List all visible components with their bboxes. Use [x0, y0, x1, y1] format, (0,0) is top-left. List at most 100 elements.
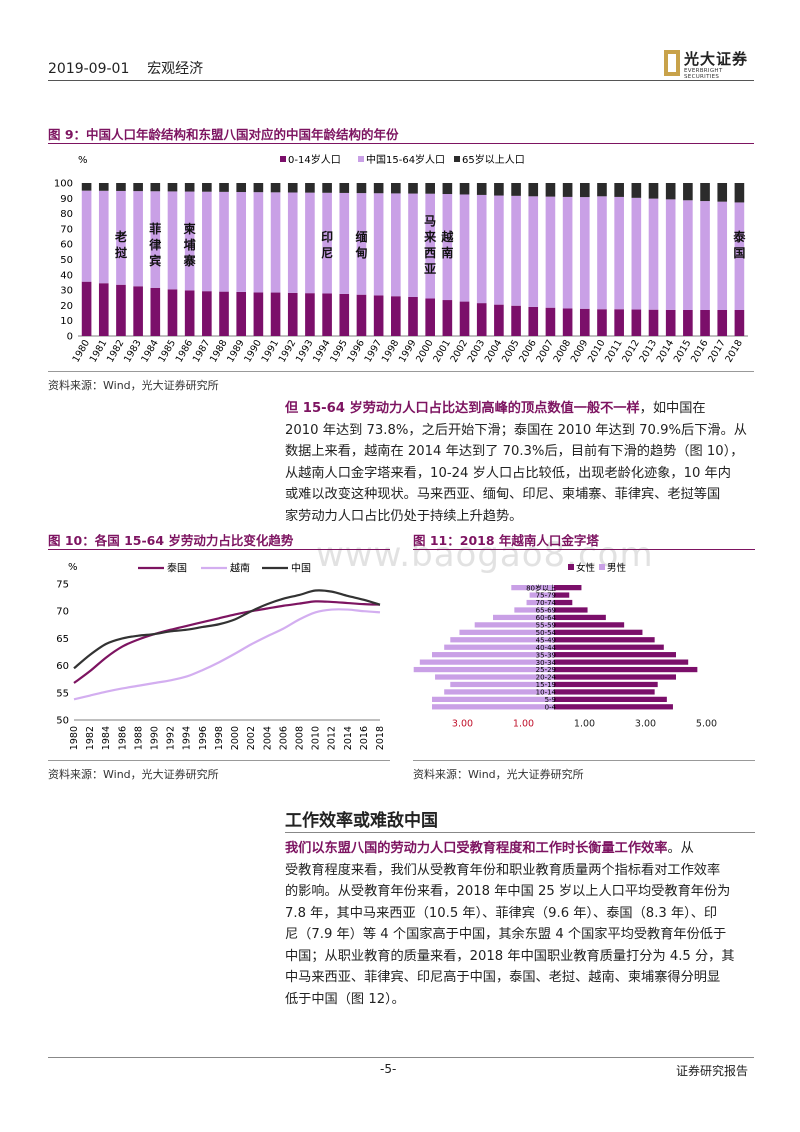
- fig10-x-tick: 1994: [182, 726, 193, 750]
- fig9-bar-segment: [545, 307, 556, 336]
- fig11-bar-female: [435, 674, 554, 680]
- fig9-bar-segment: [442, 194, 453, 301]
- fig9-y-tick: 40: [60, 270, 73, 281]
- fig9-y-tick: 60: [60, 240, 73, 251]
- fig9-bar-segment: [322, 192, 332, 294]
- fig9-bar-segment: [597, 183, 607, 197]
- fig9-legend-label: 中国15-64岁人口: [366, 153, 445, 166]
- fig10-y-unit: %: [68, 562, 78, 573]
- fig9-bar-segment: [219, 183, 229, 192]
- paragraph-lead: 但 15-64 岁劳动力人口占比达到高峰的顶点数值一般不一样: [285, 401, 640, 416]
- fig9-bar-segment: [631, 309, 642, 336]
- paragraph-lead: 我们以东盟八国的劳动力人口受教育程度和工作时长衡量工作效率: [285, 841, 668, 856]
- fig11-bar-male: [554, 622, 625, 628]
- fig10-x-tick: 2012: [327, 726, 338, 750]
- fig11-bar-female: [419, 659, 554, 665]
- fig9-country-label: 国: [733, 246, 745, 260]
- fig9-bar-segment: [683, 309, 693, 336]
- paragraph-line: 或难以改变这种现状。马来西亚、缅甸、印尼、柬埔寨、菲律宾、老挝等国: [285, 487, 721, 502]
- paragraph-line: ，如中国在: [639, 401, 706, 416]
- fig11-bar-female: [450, 681, 554, 688]
- fig9-bar-segment: [459, 183, 470, 195]
- report-date: 2019-09-01: [48, 61, 130, 77]
- fig9-bar-segment: [631, 197, 642, 310]
- fig9-country-label: 越: [440, 229, 454, 244]
- fig11-title: 图 11：2018 年越南人口金字塔: [413, 533, 599, 548]
- fig9-bar-segment: [579, 183, 590, 198]
- fig9-bar-segment: [373, 193, 384, 296]
- fig9-country-label: 马: [424, 214, 436, 228]
- fig9-bar-segment: [184, 183, 195, 192]
- fig9-bar-segment: [391, 183, 401, 194]
- fig9-bar-segment: [133, 183, 143, 192]
- fig9-y-tick: 50: [60, 255, 73, 266]
- fig9-bar-segment: [270, 192, 281, 293]
- fig11-bar-male: [554, 666, 698, 673]
- fig9-bar-segment: [442, 183, 453, 195]
- fig9-bar-segment: [81, 190, 92, 282]
- fig9-bar-segment: [734, 202, 745, 310]
- fig11-bar-female: [432, 696, 554, 702]
- fig10-series-line: [73, 600, 381, 684]
- fig9-legend-swatch: [454, 156, 460, 162]
- fig9-bar-segment: [356, 183, 367, 194]
- fig9-country-label: 缅: [355, 229, 367, 244]
- fig11-age-label: 70-74: [536, 599, 557, 607]
- fig9-bar-segment: [683, 183, 693, 201]
- fig9-bar-segment: [579, 308, 590, 336]
- fig9-bar-segment: [270, 183, 281, 193]
- fig11-bar-male: [554, 607, 588, 613]
- fig9-y-tick: 20: [60, 301, 73, 312]
- paragraph-line: 低于中国（图 12）。: [285, 991, 405, 1007]
- fig9-bar-segment: [322, 293, 332, 336]
- fig10-x-tick: 1996: [198, 726, 209, 750]
- fig9-bar-segment: [219, 191, 229, 292]
- fig10-x-tick: 1988: [133, 726, 144, 750]
- fig9-bar-segment: [270, 292, 281, 336]
- fig10-bottom-rule: [48, 760, 390, 761]
- fig11-age-label: 50-54: [536, 629, 557, 637]
- fig9-country-label: 老: [115, 229, 127, 244]
- fig10-title-rule: [48, 549, 390, 550]
- fig9-bar-segment: [116, 183, 126, 191]
- fig11-bar-female: [432, 704, 554, 710]
- fig11-age-label: 10-14: [536, 689, 557, 697]
- fig9-bar-segment: [476, 303, 487, 336]
- fig11-legend-label: 女性: [576, 562, 596, 574]
- fig10-x-tick: 1992: [166, 726, 177, 750]
- fig11-bar-male: [554, 681, 658, 688]
- fig9-bar-segment: [184, 290, 195, 336]
- fig9-bar-segment: [150, 287, 161, 336]
- fig10-x-tick: 2008: [294, 726, 305, 750]
- fig9-x-tick: 2018: [723, 338, 745, 364]
- fig11-age-label: 40-44: [536, 644, 557, 652]
- fig9-bar-segment: [700, 309, 710, 336]
- fig11-bar-female: [413, 666, 554, 673]
- fig11-age-label: 5-9: [545, 696, 556, 704]
- fig9-bar-segment: [528, 306, 539, 336]
- fig9-bar-segment: [494, 195, 504, 305]
- fig9-source: 资料来源：Wind，光大证券研究所: [48, 379, 219, 392]
- fig9-bar-segment: [287, 183, 298, 193]
- fig9-bar-segment: [683, 200, 693, 310]
- fig9-legend-swatch: [358, 156, 364, 162]
- fig9-bar-segment: [202, 291, 212, 336]
- fig9-bar-segment: [425, 183, 435, 194]
- fig9-bar-segment: [494, 183, 504, 196]
- fig10-series-line: [73, 608, 381, 701]
- section-heading-rule: [285, 832, 755, 833]
- fig11-bar-male: [554, 585, 582, 591]
- fig11-bar-male: [554, 659, 689, 665]
- fig10-chart: % 50 55 60 65 70 75 1980 1982 1984 1986 1988 1990 199…: [56, 562, 386, 751]
- fig9-bar-segment: [408, 296, 418, 336]
- fig9-country-label: 来: [423, 229, 437, 244]
- fig10-x-tick: 2002: [246, 726, 257, 750]
- fig10-x-tick: 2014: [343, 726, 354, 750]
- fig9-bar-segment: [116, 284, 126, 336]
- fig9-country-label: 菲: [149, 221, 161, 236]
- fig9-bar-segment: [408, 183, 418, 194]
- fig10-y-tick: 70: [56, 607, 69, 618]
- fig9-bar-segment: [648, 309, 659, 336]
- fig11-age-label: 30-34: [536, 659, 557, 667]
- fig11-bottom-rule: [413, 760, 755, 761]
